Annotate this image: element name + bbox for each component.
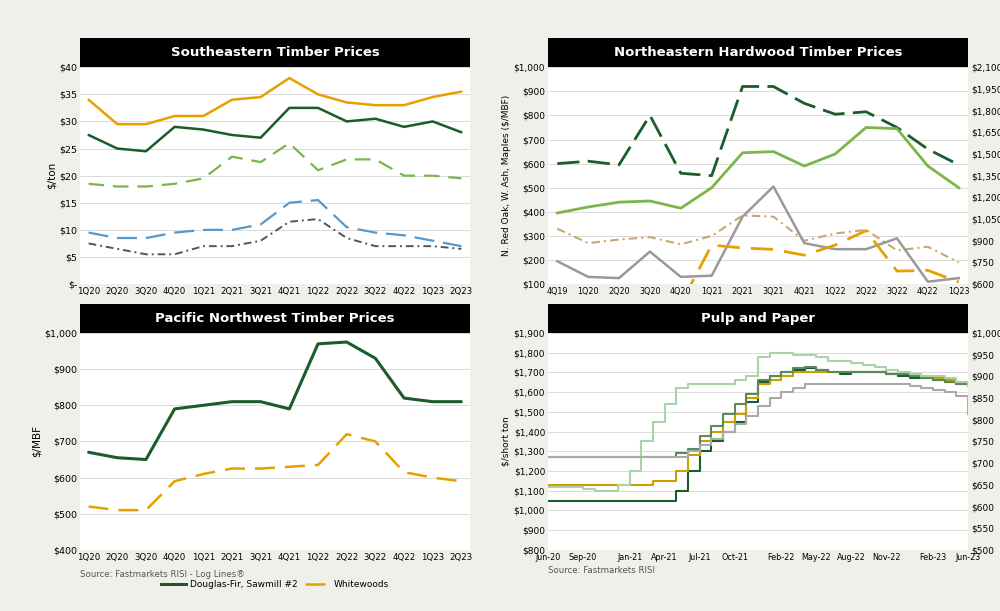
Text: Source: Fastmarkets RISI: Source: Fastmarkets RISI — [548, 566, 655, 575]
Text: Source: Forest2Market®: Source: Forest2Market® — [80, 311, 186, 320]
Legend: N. Red Oak, White Ash, Hard Maple, Soft Maple, Black Cherry: N. Red Oak, White Ash, Hard Maple, Soft … — [631, 316, 885, 345]
Legend: Pine Sawtimber, Chip n Saw, Hardwood Sawtimber, Pine Pulpwood, Hardwood Pulpwood: Pine Sawtimber, Chip n Saw, Hardwood Saw… — [150, 302, 400, 345]
Legend: Douglas-Fir, Sawmill #2, Whitewoods: Douglas-Fir, Sawmill #2, Whitewoods — [157, 577, 393, 593]
Y-axis label: N. Red Oak, W. Ash, Maples ($/MBF): N. Red Oak, W. Ash, Maples ($/MBF) — [502, 95, 511, 256]
Text: Pulp and Paper: Pulp and Paper — [701, 312, 815, 325]
Text: Northeastern Hardwood Timber Prices: Northeastern Hardwood Timber Prices — [614, 46, 902, 59]
Text: Source: Pennsylvania Woodlands Timber Market Report - Northwest Region: Source: Pennsylvania Woodlands Timber Ma… — [548, 311, 864, 320]
Y-axis label: $/short ton: $/short ton — [502, 417, 511, 466]
Y-axis label: $/MBF: $/MBF — [31, 425, 41, 458]
Y-axis label: $/ton: $/ton — [46, 162, 56, 189]
Text: Source: Fastmarkets RISI - Log Lines®: Source: Fastmarkets RISI - Log Lines® — [80, 571, 245, 579]
Text: Pacific Northwest Timber Prices: Pacific Northwest Timber Prices — [155, 312, 395, 325]
Text: Southeastern Timber Prices: Southeastern Timber Prices — [171, 46, 379, 59]
